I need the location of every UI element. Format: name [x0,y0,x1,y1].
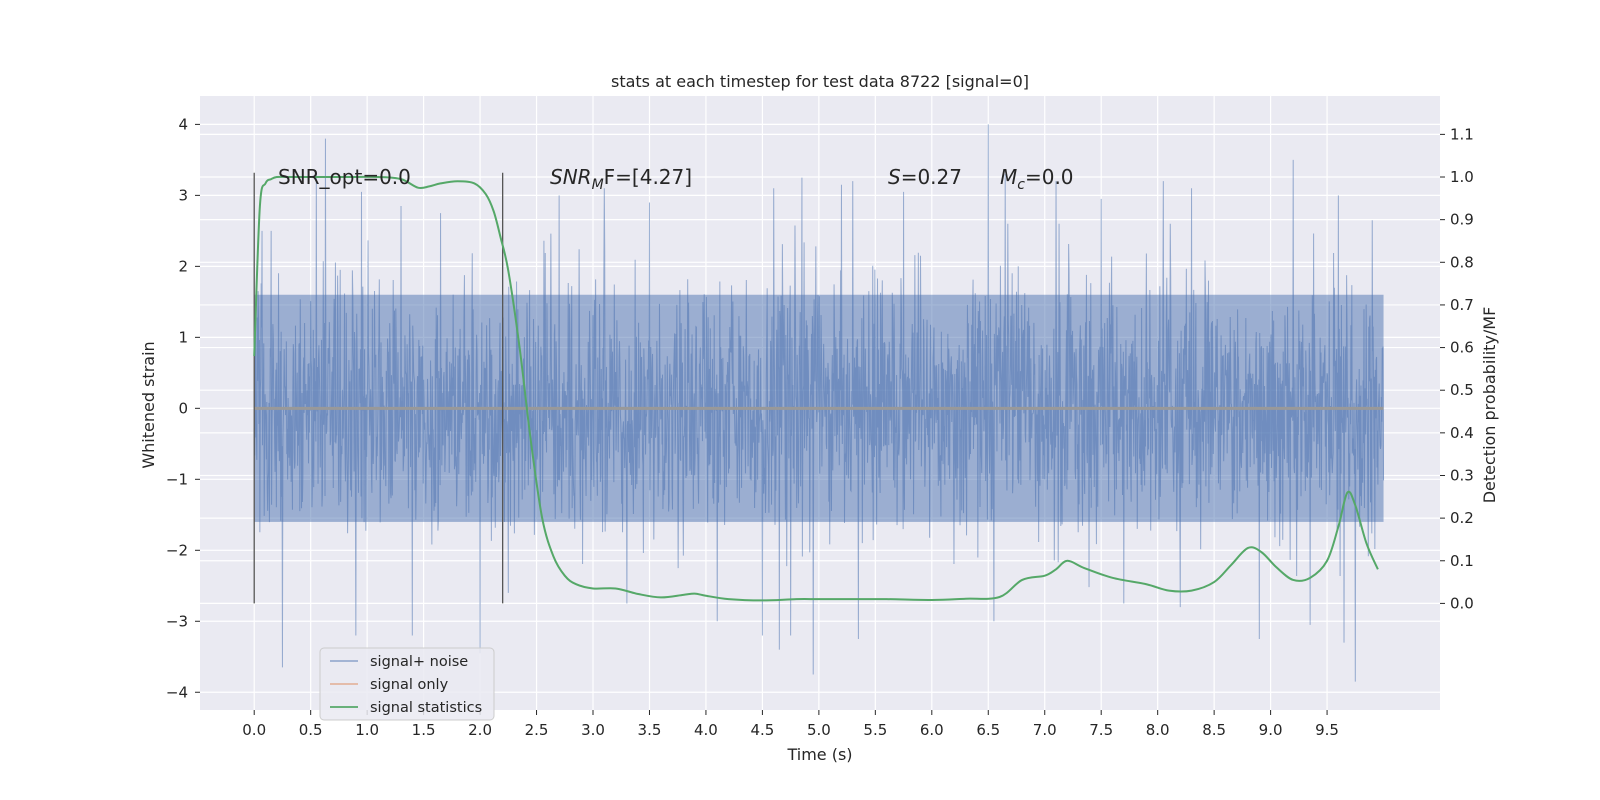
x-tick-label-13: 6.5 [976,721,1000,739]
x-tick-label-0: 0.0 [242,721,266,739]
legend-label-signal-statistics: signal statistics [370,700,482,716]
legend-label-signal-only: signal only [370,677,449,693]
snr-mf-subscript: M [592,177,604,193]
y-left-tick-label-1: 3 [178,186,188,204]
x-tick-label-16: 8.0 [1146,721,1170,739]
y-left-tick-label-5: −1 [166,470,188,488]
y-left-tick-label-4: 0 [178,399,188,417]
x-tick-label-18: 9.0 [1259,721,1283,739]
annotation-snr-mf: SNRMF=[4.27] [550,165,692,193]
chart-title: stats at each timestep for test data 872… [611,72,1029,91]
x-tick-label-19: 9.5 [1315,721,1339,739]
y-left-axis-ticks: 4 3 2 1 0 −1 −2 −3 −4 [166,115,200,701]
x-tick-label-11: 5.5 [863,721,887,739]
mc-italic: M [1000,165,1017,189]
x-tick-label-1: 0.5 [299,721,323,739]
x-tick-label-2: 1.0 [355,721,379,739]
y-right-tick-label-11: 0.0 [1450,594,1474,612]
y-right-tick-label-9: 0.2 [1450,509,1474,527]
y-right-tick-label-2: 0.9 [1450,211,1474,229]
y-right-tick-label-6: 0.5 [1450,381,1474,399]
annotation-s: S=0.27 [888,165,962,189]
mc-value: =0.0 [1025,165,1074,189]
x-tick-label-10: 5.0 [807,721,831,739]
x-tick-label-17: 8.5 [1202,721,1226,739]
signal-statistics-series [253,175,1379,602]
y-left-axis-label: Whitened strain [139,341,158,468]
x-tick-label-15: 7.5 [1089,721,1113,739]
x-tick-label-3: 1.5 [412,721,436,739]
annotation-snr-opt: SNR_opt=0.0 [278,165,411,189]
annotation-mc: Mc=0.0 [1000,165,1074,193]
legend-label-signal-noise: signal+ noise [370,654,468,670]
s-value: =0.27 [901,165,962,189]
x-tick-label-12: 6.0 [920,721,944,739]
x-tick-label-4: 2.0 [468,721,492,739]
y-left-tick-label-8: −4 [166,683,188,701]
y-right-tick-label-1: 1.0 [1450,168,1474,186]
y-right-axis-label: Detection probability/MF [1480,307,1499,504]
x-tick-label-6: 3.0 [581,721,605,739]
snr-mf-value: F=[4.27] [604,165,692,189]
y-right-tick-label-7: 0.4 [1450,424,1474,442]
y-right-tick-label-3: 0.8 [1450,253,1474,271]
x-axis-label: Time (s) [786,745,852,764]
x-tick-label-14: 7.0 [1033,721,1057,739]
x-axis-ticks: 0.0 0.5 1.0 1.5 2.0 2.5 3.0 3.5 4.0 4.5 5.0 5.5 6.0 6… [242,710,1339,739]
y-left-tick-label-3: 1 [178,328,188,346]
legend: signal+ noise signal only signal statist… [319,647,495,721]
mc-subscript: c [1017,177,1025,193]
y-right-axis-ticks: 1.1 1.0 0.9 0.8 0.7 0.6 0.5 0.4 0.3 0.2 0.1 0.0 [1440,125,1474,612]
snr-mf-italic: SNR [550,165,592,189]
x-tick-label-5: 2.5 [525,721,549,739]
legend-box [319,647,495,721]
signal-statistics-line [253,175,1379,602]
y-left-tick-label-2: 2 [178,257,188,275]
x-tick-label-8: 4.0 [694,721,718,739]
y-right-tick-label-10: 0.1 [1450,552,1474,570]
y-left-tick-label-6: −2 [166,541,188,559]
y-right-tick-label-8: 0.3 [1450,466,1474,484]
x-tick-label-7: 3.5 [638,721,662,739]
y-left-tick-label-0: 4 [178,115,188,133]
y-right-tick-label-0: 1.1 [1450,125,1474,143]
y-right-tick-label-5: 0.6 [1450,339,1474,357]
x-tick-label-9: 4.5 [750,721,774,739]
y-right-tick-label-4: 0.7 [1450,296,1474,314]
s-italic: S [888,165,901,189]
y-left-tick-label-7: −3 [166,612,188,630]
